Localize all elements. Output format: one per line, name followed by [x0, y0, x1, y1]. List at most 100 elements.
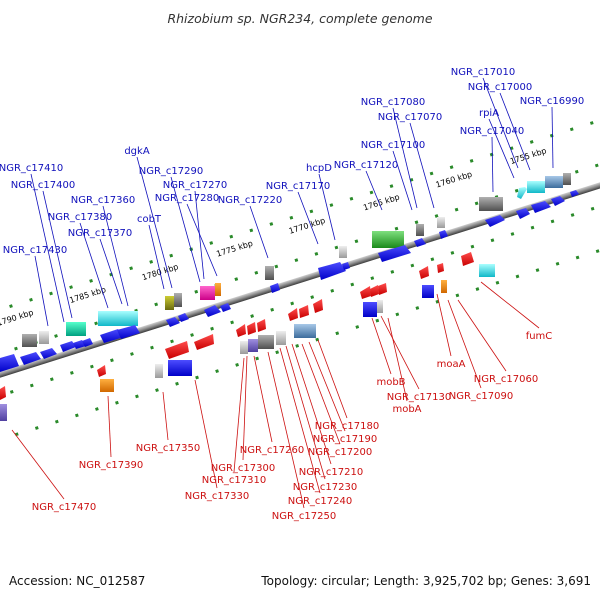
reverse-gene-label[interactable]: NGR_c17200: [308, 447, 373, 458]
reverse-gene-label[interactable]: NGR_c17310: [202, 475, 267, 486]
forward-gene-label[interactable]: NGR_c17220: [218, 195, 283, 206]
reverse-gene-label[interactable]: NGR_c17230: [293, 482, 358, 493]
reverse-gene-label[interactable]: NGR_c17350: [136, 443, 201, 454]
feature-box: [39, 331, 49, 344]
feature-box: [479, 197, 503, 211]
forward-gene-label[interactable]: hcpD: [306, 163, 332, 174]
reverse-leaders: [11, 281, 540, 509]
forward-gene-label[interactable]: NGR_c17170: [266, 181, 331, 192]
forward-gene-label[interactable]: dgkA: [124, 146, 149, 157]
label-leader-line: [242, 355, 248, 461]
reverse-gene-label[interactable]: NGR_c17390: [79, 460, 144, 471]
feature-box: [276, 331, 286, 345]
feature-box: [155, 364, 163, 378]
label-leader-line: [392, 107, 418, 209]
reverse-gene-label[interactable]: NGR_c17210: [299, 467, 364, 478]
feature-box: [527, 181, 545, 193]
label-leader-line: [162, 391, 169, 441]
forward-gene-label[interactable]: NGR_c17360: [71, 195, 136, 206]
reverse-gene-label[interactable]: NGR_c17300: [211, 463, 276, 474]
label-leader-line: [409, 122, 435, 209]
feature-box: [437, 217, 445, 228]
forward-gene-label[interactable]: NGR_c17000: [468, 82, 533, 93]
reverse-gene-label[interactable]: NGR_c17330: [185, 491, 250, 502]
forward-gene-label[interactable]: NGR_c17370: [68, 228, 133, 239]
forward-gene-label[interactable]: NGR_c17100: [361, 140, 426, 151]
label-leader-line: [447, 299, 482, 389]
gene-arrow: [257, 319, 266, 332]
reverse-gene-label[interactable]: moaA: [437, 359, 466, 370]
feature-box: [22, 334, 37, 347]
feature-box: [377, 300, 383, 313]
label-leader-line: [30, 173, 65, 323]
label-leader-line: [107, 395, 112, 458]
label-leader-line: [308, 341, 346, 432]
forward-gene-label[interactable]: NGR_c17400: [11, 180, 76, 191]
feature-box: [545, 176, 563, 188]
reverse-gene-labels: fumC moaA NGR_c17060 NGR_c17090 mobB NGR_c171…: [32, 331, 553, 522]
reverse-gene-label[interactable]: NGR_c17260: [240, 445, 305, 456]
feature-box: [240, 341, 248, 354]
feature-box: [174, 293, 182, 307]
reverse-gene-label[interactable]: NGR_c17130: [387, 392, 452, 403]
feature-box: [479, 264, 495, 277]
gene-arrow: [414, 238, 426, 247]
gene-arrow: [40, 348, 57, 359]
map-title: Rhizobium sp. NGR234, complete genome: [167, 11, 432, 26]
forward-gene-label[interactable]: NGR_c17430: [3, 245, 68, 256]
forward-gene-label[interactable]: NGR_c17270: [163, 180, 228, 191]
forward-gene-label[interactable]: NGR_c16990: [520, 96, 585, 107]
forward-gene-label[interactable]: NGR_c17280: [155, 193, 220, 204]
reverse-gene-label[interactable]: NGR_c17090: [449, 391, 514, 402]
forward-gene-label[interactable]: NGR_c17070: [378, 112, 443, 123]
gene-arrow: [437, 263, 444, 273]
forward-gene-labels: NGR_c17010 NGR_c17000 rpiA NGR_c16990 NGR_c1…: [0, 67, 584, 256]
gene-arrow: [60, 341, 76, 352]
label-leader-line: [285, 345, 326, 480]
forward-gene-label[interactable]: cobT: [137, 214, 162, 225]
feature-box: [248, 339, 258, 352]
forward-gene-label[interactable]: NGR_c17410: [0, 163, 63, 174]
reverse-gene-label[interactable]: mobB: [376, 377, 405, 388]
feature-box: [258, 335, 274, 349]
reverse-gene-label[interactable]: NGR_c17250: [272, 511, 337, 522]
feature-box: [517, 187, 527, 199]
reverse-gene-label[interactable]: NGR_c17240: [288, 496, 353, 507]
gene-arrow: [194, 334, 214, 350]
gene-arrow: [97, 365, 106, 377]
forward-gene-label[interactable]: NGR_c17290: [139, 166, 204, 177]
label-leader-line: [551, 106, 554, 169]
reverse-gene-label[interactable]: NGR_c17190: [313, 434, 378, 445]
forward-gene-label[interactable]: NGR_c17120: [334, 160, 399, 171]
genome-summary-text: Topology: circular; Length: 3,925,702 bp…: [260, 574, 591, 588]
gene-arrow: [220, 303, 231, 312]
label-leader-line: [301, 343, 341, 445]
gene-arrow: [165, 341, 189, 359]
accession-text: Accession: NC_012587: [9, 574, 145, 588]
label-leader-line: [318, 173, 336, 241]
feature-box: [215, 283, 221, 296]
gene-arrow: [439, 230, 448, 239]
reverse-gene-label[interactable]: mobA: [392, 404, 421, 415]
kbp-marker-label: 1790 kbp: [0, 308, 35, 328]
label-leader-line: [387, 317, 408, 402]
reverse-gene-label[interactable]: NGR_c17470: [32, 502, 97, 513]
gene-arrow: [0, 386, 6, 400]
forward-gene-label[interactable]: NGR_c17010: [451, 67, 516, 78]
reverse-gene-label[interactable]: fumC: [526, 331, 553, 342]
reverse-gene-label[interactable]: NGR_c17180: [315, 421, 380, 432]
label-leader-line: [491, 136, 494, 193]
gene-arrow: [360, 286, 371, 299]
forward-gene-label[interactable]: NGR_c17380: [48, 212, 113, 223]
gene-arrow: [288, 308, 298, 321]
kbp-marker-label: 1770 kbp: [288, 216, 327, 236]
forward-gene-label[interactable]: rpiA: [479, 108, 499, 119]
forward-gene-label[interactable]: NGR_c17040: [460, 126, 525, 137]
label-leader-line: [499, 92, 531, 171]
reverse-gene-label[interactable]: NGR_c17060: [474, 374, 539, 385]
forward-features: [0, 173, 579, 372]
forward-gene-label[interactable]: NGR_c17080: [361, 97, 426, 108]
label-leader-line: [317, 339, 348, 419]
feature-box: [168, 360, 192, 376]
kbp-marker-label: 1775 kbp: [215, 239, 254, 259]
